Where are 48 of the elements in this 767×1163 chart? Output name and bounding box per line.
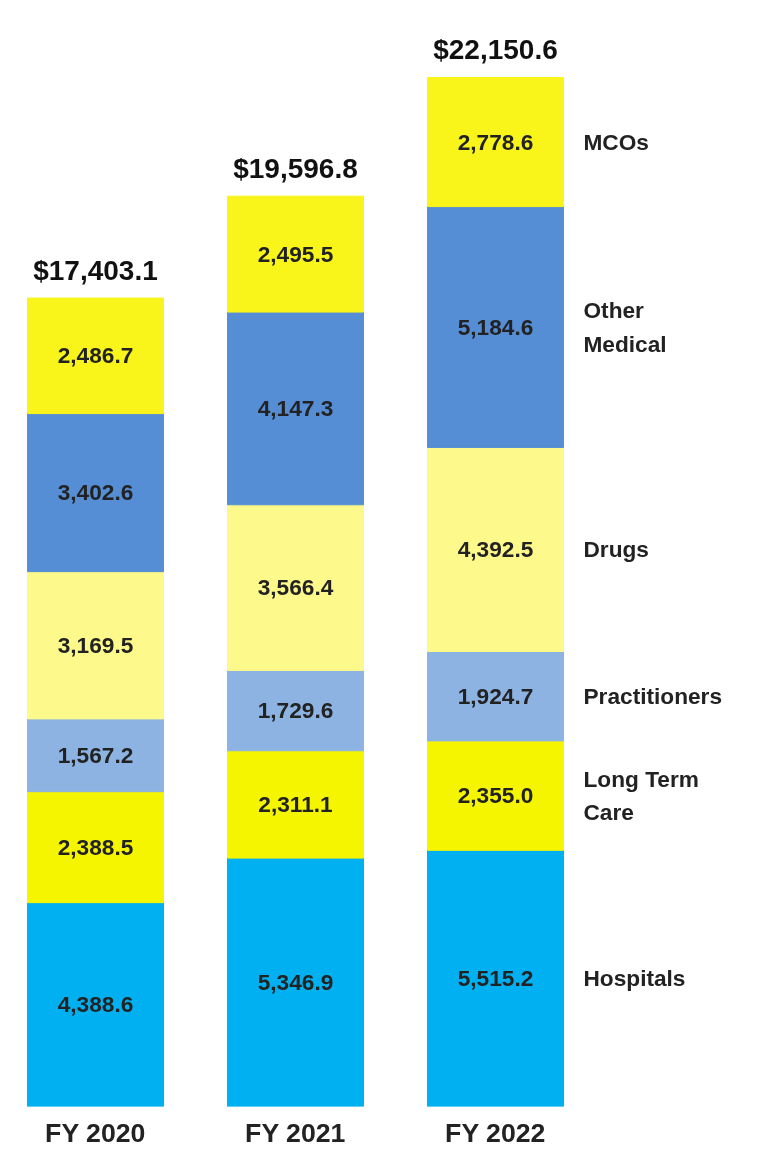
series-label: MCOs bbox=[583, 129, 649, 156]
bar bbox=[227, 311, 364, 506]
series-label: Practitioners bbox=[583, 683, 723, 710]
data-label: 2,355.0 bbox=[457, 782, 534, 809]
data-label: 1,924.7 bbox=[457, 682, 534, 709]
data-label: 2,778.6 bbox=[457, 128, 534, 155]
bar bbox=[227, 750, 364, 859]
series-label: Drugs bbox=[583, 536, 649, 563]
bar bbox=[227, 669, 364, 752]
x-tick-label: FY 2020 bbox=[45, 1117, 146, 1148]
data-label: 4,147.3 bbox=[257, 394, 334, 421]
total-label: $19,596.8 bbox=[233, 152, 358, 184]
data-label: 1,729.6 bbox=[257, 697, 334, 724]
bar bbox=[27, 297, 164, 415]
data-label: 3,402.6 bbox=[57, 479, 134, 506]
total-label: $17,403.1 bbox=[33, 254, 158, 286]
total-label: $22,150.6 bbox=[433, 34, 558, 66]
bar bbox=[227, 857, 364, 1107]
x-tick-label: FY 2021 bbox=[245, 1117, 346, 1148]
bar bbox=[27, 902, 164, 1107]
bar bbox=[27, 413, 164, 573]
data-label: 2,311.1 bbox=[258, 790, 333, 817]
data-label: 2,486.7 bbox=[57, 342, 134, 369]
data-label: 4,388.6 bbox=[57, 991, 134, 1018]
data-label: 3,169.5 bbox=[57, 631, 134, 658]
bar bbox=[227, 504, 364, 671]
bar bbox=[427, 446, 564, 652]
bar bbox=[427, 650, 564, 742]
series-label: Hospitals bbox=[583, 965, 686, 992]
series-label: Long Term Care bbox=[583, 765, 699, 826]
data-label: 2,495.5 bbox=[257, 240, 334, 267]
bar bbox=[27, 571, 164, 720]
data-label: 5,184.6 bbox=[457, 313, 534, 340]
bar bbox=[427, 206, 564, 448]
x-tick-label: FY 2022 bbox=[445, 1117, 546, 1148]
data-label: 5,515.2 bbox=[457, 964, 534, 991]
bar bbox=[227, 195, 364, 313]
series-label: Other Medical bbox=[583, 297, 667, 357]
bar bbox=[27, 718, 164, 793]
bar bbox=[427, 77, 564, 208]
data-label: 1,567.2 bbox=[57, 741, 134, 768]
bar bbox=[427, 849, 564, 1107]
data-label: 4,392.5 bbox=[457, 535, 534, 562]
data-label: 3,566.4 bbox=[257, 574, 334, 601]
data-label: 5,346.9 bbox=[257, 968, 334, 995]
bar bbox=[27, 791, 164, 904]
data-label: 2,388.5 bbox=[57, 833, 134, 860]
bar bbox=[427, 740, 564, 851]
